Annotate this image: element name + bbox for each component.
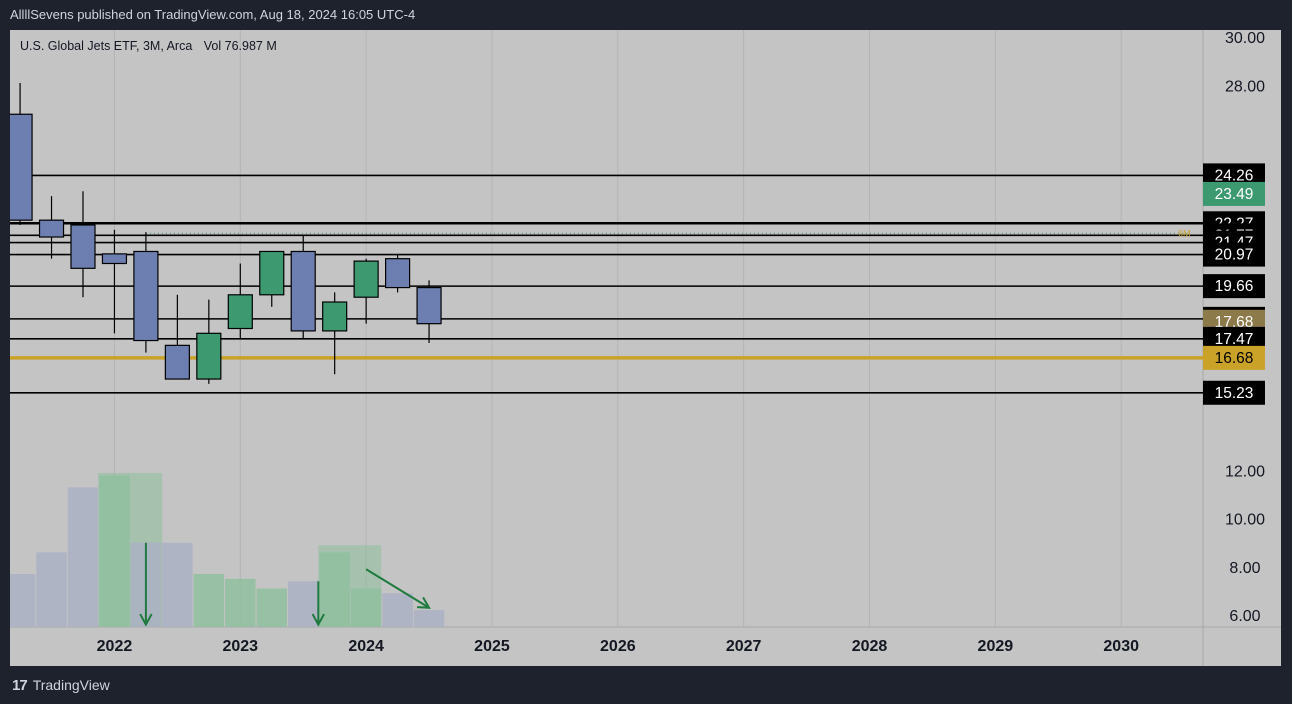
volume-bar <box>225 578 256 627</box>
price-badge-label: 17.47 <box>1215 331 1254 348</box>
volume-bar <box>350 588 382 627</box>
tradingview-brand: TradingView <box>32 677 110 693</box>
volume-bar <box>287 581 319 627</box>
volume-bar <box>4 574 36 627</box>
x-tick-label: 2029 <box>978 638 1014 655</box>
dotted-level-label: 6M <box>1178 228 1191 238</box>
publisher-header: AllllSevens published on TradingView.com… <box>10 7 416 22</box>
candle-body <box>38 219 65 238</box>
volume-value: 76.987 M <box>225 39 277 53</box>
volume-bar <box>36 552 67 627</box>
volume-bar <box>67 487 99 627</box>
tradingview-footer[interactable]: 17 TradingView <box>12 672 110 698</box>
price-badge-label: 20.97 <box>1215 247 1254 264</box>
x-tick-label: 2027 <box>726 638 762 655</box>
candle-body <box>259 250 285 296</box>
price-badge <box>1203 345 1265 370</box>
candle-body <box>384 258 411 289</box>
annotation-arrow <box>365 568 430 609</box>
candlestick-chart[interactable]: 6M 24.2623.4922.2721.7721.4720.9719.6618… <box>4 30 1281 666</box>
x-tick-label: 2026 <box>600 638 636 655</box>
candle-body <box>101 253 128 265</box>
arrow-head <box>139 613 153 627</box>
chart-title-legend: U.S. Global Jets ETF, 3M, Arca Vol 76.98… <box>20 39 277 53</box>
candle-body <box>416 286 442 325</box>
arrow-head <box>417 596 431 609</box>
plot-background <box>10 30 1281 666</box>
price-badge-label: 16.68 <box>1215 350 1254 367</box>
candle-body <box>290 250 316 332</box>
volume-bar <box>256 588 287 627</box>
candle-body <box>133 250 159 342</box>
x-tick-label: 2023 <box>222 638 258 655</box>
y-tick-label: 30.00 <box>1225 30 1265 47</box>
volume-bar <box>193 574 225 627</box>
x-tick-label: 2025 <box>474 638 510 655</box>
y-tick-label: 12.00 <box>1225 464 1265 481</box>
volume-bar <box>382 593 413 627</box>
price-badge-label: 23.49 <box>1215 186 1254 203</box>
price-badge <box>1203 380 1265 405</box>
candle-body <box>227 294 253 330</box>
y-tick-label: 8.00 <box>1229 560 1260 577</box>
y-tick-label: 28.00 <box>1225 78 1265 95</box>
volume-bar <box>413 610 445 627</box>
chart-panel[interactable]: 6M 24.2623.4922.2721.7721.4720.9719.6618… <box>4 30 1281 666</box>
tradingview-logo-icon: 17 <box>12 676 28 694</box>
price-badge <box>1203 181 1265 206</box>
arrow-head <box>311 613 325 627</box>
price-badge <box>1203 274 1265 299</box>
candle-body <box>164 344 190 380</box>
price-badge-label: 19.66 <box>1215 278 1254 295</box>
volume-bar <box>162 542 193 627</box>
x-tick-label: 2022 <box>97 638 133 655</box>
candle-body <box>196 332 222 380</box>
candle-body <box>322 301 348 332</box>
chart-title: U.S. Global Jets ETF, 3M, Arca <box>20 39 192 53</box>
price-badge <box>1203 242 1265 267</box>
price-badge-label: 15.23 <box>1215 385 1254 402</box>
price-badge-label: 24.26 <box>1215 167 1254 184</box>
candle-body <box>70 224 96 269</box>
volume-label: Vol <box>204 39 221 53</box>
x-tick-label: 2030 <box>1103 638 1139 655</box>
x-tick-label: 2024 <box>348 638 384 655</box>
x-tick-label: 2028 <box>852 638 888 655</box>
volume-bar <box>99 475 130 627</box>
candle-body <box>353 260 379 298</box>
y-tick-label: 10.00 <box>1225 512 1265 529</box>
price-badge-label: 17.68 <box>1215 314 1254 331</box>
y-tick-label: 6.00 <box>1229 608 1260 625</box>
candle-body <box>7 113 33 221</box>
